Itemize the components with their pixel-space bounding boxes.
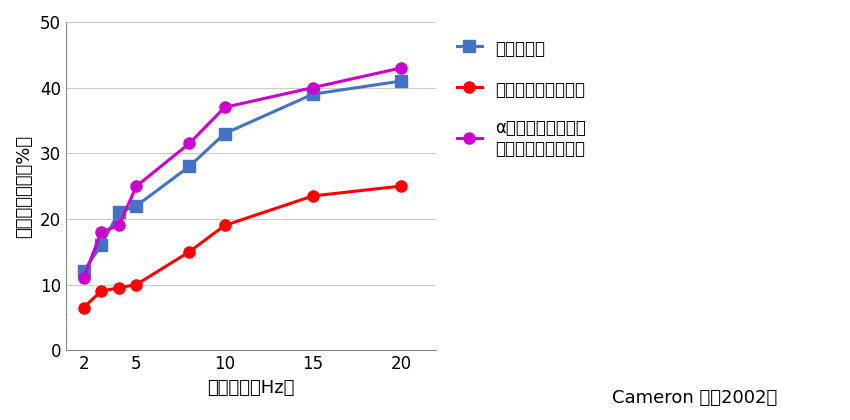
糖尿病モデルマウス [219, 223, 230, 228]
通常マウス [114, 210, 124, 215]
αリポ酸経口投与の
糖尿病モデルマウス [219, 105, 230, 110]
糖尿病モデルマウス [308, 194, 318, 199]
糖尿病モデルマウス [132, 282, 142, 287]
糖尿病モデルマウス [184, 249, 195, 254]
Line: αリポ酸経口投与の
糖尿病モデルマウス: αリポ酸経口投与の 糖尿病モデルマウス [78, 63, 406, 284]
Line: 通常マウス: 通常マウス [78, 76, 406, 277]
糖尿病モデルマウス [96, 289, 106, 294]
Line: 糖尿病モデルマウス: 糖尿病モデルマウス [78, 181, 406, 313]
αリポ酸経口投与の
糖尿病モデルマウス [308, 85, 318, 90]
Y-axis label: 平滑筋弛緩度（%）: 平滑筋弛緩度（%） [15, 134, 33, 238]
通常マウス [78, 269, 88, 274]
Text: Cameron ら（2002）: Cameron ら（2002） [612, 389, 777, 407]
αリポ酸経口投与の
糖尿病モデルマウス [184, 141, 195, 146]
糖尿病モデルマウス [78, 305, 88, 310]
通常マウス [184, 164, 195, 169]
通常マウス [132, 203, 142, 208]
αリポ酸経口投与の
糖尿病モデルマウス [132, 184, 142, 189]
αリポ酸経口投与の
糖尿病モデルマウス [396, 66, 406, 71]
X-axis label: 刺激頻度（Hz）: 刺激頻度（Hz） [207, 378, 295, 396]
通常マウス [396, 79, 406, 84]
αリポ酸経口投与の
糖尿病モデルマウス [96, 229, 106, 234]
糖尿病モデルマウス [396, 184, 406, 189]
Legend: 通常マウス, 糖尿病モデルマウス, αリポ酸経口投与の
糖尿病モデルマウス: 通常マウス, 糖尿病モデルマウス, αリポ酸経口投与の 糖尿病モデルマウス [448, 30, 594, 166]
糖尿病モデルマウス [114, 285, 124, 290]
通常マウス [96, 243, 106, 248]
αリポ酸経口投与の
糖尿病モデルマウス [78, 276, 88, 281]
αリポ酸経口投与の
糖尿病モデルマウス [114, 223, 124, 228]
通常マウス [219, 131, 230, 136]
通常マウス [308, 92, 318, 97]
